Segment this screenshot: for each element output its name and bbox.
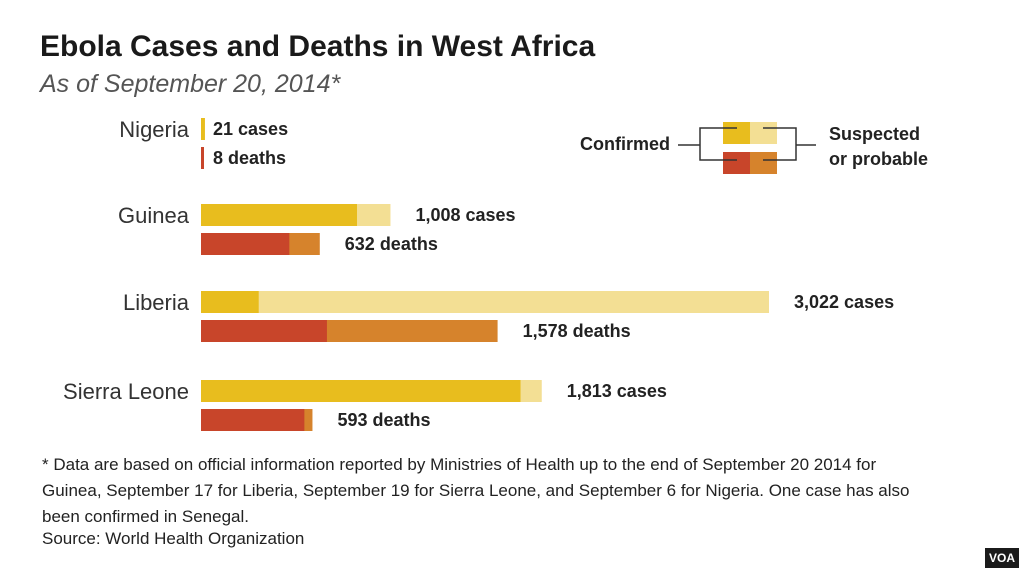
deaths-confirmed-bar <box>201 409 305 431</box>
deaths-value-label: 1,578 deaths <box>523 321 631 341</box>
legend-confirmed-bracket <box>678 127 737 161</box>
country-label: Nigeria <box>119 117 189 142</box>
cases-confirmed-bar <box>201 291 259 313</box>
legend-suspected-label-line1: Suspected <box>829 124 920 144</box>
cases-confirmed-bar <box>201 118 205 140</box>
legend-deaths-confirmed-swatch <box>723 152 750 174</box>
legend-cases-confirmed-swatch <box>723 122 750 144</box>
cases-value-label: 3,022 cases <box>794 292 894 312</box>
deaths-confirmed-bar <box>201 320 327 342</box>
legend-cases-suspected-swatch <box>750 122 777 144</box>
ebola-bar-chart: Nigeria 21 cases 8 deaths Guinea 1,008 cases… <box>63 117 928 431</box>
deaths-value-label: 8 deaths <box>213 148 286 168</box>
country-label: Guinea <box>118 203 190 228</box>
source-note: Source: World Health Organization <box>42 529 305 548</box>
cases-value-label: 1,813 cases <box>567 381 667 401</box>
cases-confirmed-bar <box>201 380 521 402</box>
deaths-confirmed-bar <box>201 147 204 169</box>
legend-suspected-label-line2: or probable <box>829 149 928 169</box>
legend-confirmed-label: Confirmed <box>580 134 670 154</box>
cases-value-label: 21 cases <box>213 119 288 139</box>
cases-value-label: 1,008 cases <box>415 205 515 225</box>
legend-suspected-bracket <box>763 127 816 161</box>
deaths-confirmed-bar <box>201 233 290 255</box>
footnote: * Data are based on official information… <box>42 455 910 526</box>
country-label: Liberia <box>123 290 190 315</box>
deaths-value-label: 593 deaths <box>337 410 430 430</box>
chart-subtitle: As of September 20, 2014* <box>40 70 341 98</box>
cases-confirmed-bar <box>201 204 358 226</box>
deaths-value-label: 632 deaths <box>345 234 438 254</box>
country-label: Sierra Leone <box>63 379 189 404</box>
legend-deaths-suspected-swatch <box>750 152 777 174</box>
cases-suspected-bar <box>201 291 769 313</box>
voa-logo: VOA <box>985 548 1019 568</box>
chart-title: Ebola Cases and Deaths in West Africa <box>40 30 596 63</box>
